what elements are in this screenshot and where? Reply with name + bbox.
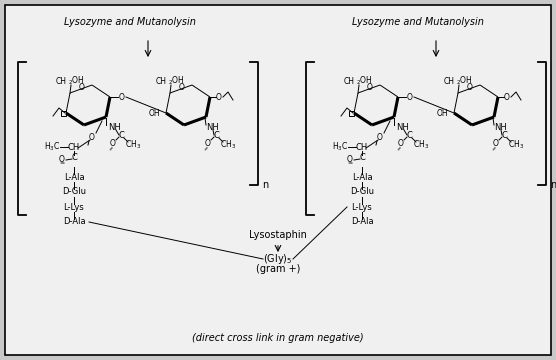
Bar	[349, 111, 354, 116]
Text: NH: NH	[206, 123, 219, 132]
Text: n: n	[262, 180, 268, 190]
Text: L-Lys: L-Lys	[63, 202, 85, 211]
Text: O: O	[179, 84, 185, 93]
Text: CH: CH	[444, 77, 455, 85]
Text: O: O	[407, 93, 413, 102]
Text: CH: CH	[56, 77, 67, 85]
Text: CH$_3$: CH$_3$	[413, 139, 429, 151]
Text: L-Ala: L-Ala	[64, 172, 85, 181]
Text: NH: NH	[494, 123, 507, 132]
Text: O: O	[216, 93, 222, 102]
Text: $_2$OH: $_2$OH	[168, 75, 185, 87]
Text: O: O	[119, 93, 125, 102]
Text: (Gly)$_5$: (Gly)$_5$	[263, 252, 293, 266]
Text: (direct cross link in gram negative): (direct cross link in gram negative)	[192, 333, 364, 343]
Text: (gram +): (gram +)	[256, 264, 300, 274]
Text: OH: OH	[436, 109, 448, 118]
Text: Lysostaphin: Lysostaphin	[249, 230, 307, 240]
Text: D-Glu: D-Glu	[350, 188, 374, 197]
Text: D-Ala: D-Ala	[63, 217, 85, 226]
Text: =: =	[492, 145, 499, 152]
Text: O: O	[59, 156, 65, 165]
Text: CH: CH	[344, 77, 355, 85]
Text: O: O	[347, 156, 353, 165]
Text: OH: OH	[148, 109, 160, 118]
Text: CH$_3$: CH$_3$	[508, 139, 524, 151]
Text: $_2$OH: $_2$OH	[68, 75, 85, 87]
Text: NH: NH	[396, 123, 409, 132]
Text: $_2$OH: $_2$OH	[456, 75, 473, 87]
Text: CH$_3$: CH$_3$	[220, 139, 236, 151]
Text: L-Lys: L-Lys	[351, 202, 373, 211]
Text: =: =	[348, 161, 353, 166]
Bar	[61, 111, 66, 116]
Text: O: O	[205, 139, 211, 148]
Text: O: O	[367, 84, 373, 93]
Text: n: n	[550, 180, 556, 190]
Text: O: O	[89, 132, 95, 141]
Text: C: C	[359, 153, 365, 162]
Text: =: =	[396, 145, 404, 152]
Text: CH: CH	[156, 77, 167, 85]
Text: C: C	[213, 131, 219, 140]
Text: O: O	[467, 84, 473, 93]
Text: CH: CH	[68, 143, 80, 152]
Text: Lysozyme and Mutanolysin: Lysozyme and Mutanolysin	[352, 17, 484, 27]
Text: O: O	[110, 139, 116, 148]
Text: =: =	[108, 145, 116, 152]
Text: L-Ala: L-Ala	[352, 172, 373, 181]
Text: NH: NH	[108, 123, 121, 132]
Text: CH$_3$: CH$_3$	[125, 139, 141, 151]
FancyBboxPatch shape	[5, 5, 551, 355]
Text: CH: CH	[356, 143, 368, 152]
Text: C: C	[118, 131, 124, 140]
Text: =: =	[203, 145, 211, 152]
Text: H$_3$C: H$_3$C	[44, 141, 60, 153]
Text: O: O	[493, 139, 499, 148]
Text: =: =	[59, 161, 64, 166]
Text: C: C	[406, 131, 412, 140]
Text: C: C	[71, 153, 77, 162]
Text: D-Glu: D-Glu	[62, 188, 86, 197]
Text: O: O	[377, 132, 383, 141]
Text: O: O	[398, 139, 404, 148]
Text: $_2$OH: $_2$OH	[356, 75, 373, 87]
Text: D-Ala: D-Ala	[351, 217, 373, 226]
Text: O: O	[504, 93, 510, 102]
Text: C: C	[501, 131, 507, 140]
Text: O: O	[79, 84, 85, 93]
Text: Lysozyme and Mutanolysin: Lysozyme and Mutanolysin	[64, 17, 196, 27]
Text: H$_3$C: H$_3$C	[332, 141, 348, 153]
